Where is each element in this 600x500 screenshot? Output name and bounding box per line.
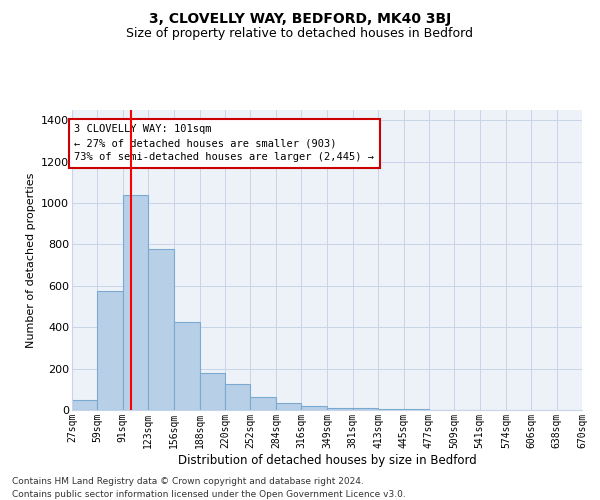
Text: 3, CLOVELLY WAY, BEDFORD, MK40 3BJ: 3, CLOVELLY WAY, BEDFORD, MK40 3BJ bbox=[149, 12, 451, 26]
Bar bbox=[175, 322, 200, 410]
Bar bbox=[225, 384, 250, 410]
Y-axis label: Number of detached properties: Number of detached properties bbox=[26, 172, 35, 348]
Bar bbox=[148, 248, 173, 410]
Bar bbox=[276, 403, 301, 410]
Bar bbox=[353, 408, 378, 410]
Text: Contains public sector information licensed under the Open Government Licence v3: Contains public sector information licen… bbox=[12, 490, 406, 499]
Bar bbox=[328, 408, 353, 410]
Bar bbox=[97, 291, 123, 410]
Bar bbox=[250, 396, 276, 410]
Bar bbox=[72, 400, 97, 410]
Bar bbox=[123, 195, 148, 410]
X-axis label: Distribution of detached houses by size in Bedford: Distribution of detached houses by size … bbox=[178, 454, 476, 466]
Bar bbox=[378, 409, 404, 410]
Text: Size of property relative to detached houses in Bedford: Size of property relative to detached ho… bbox=[127, 28, 473, 40]
Text: 3 CLOVELLY WAY: 101sqm
← 27% of detached houses are smaller (903)
73% of semi-de: 3 CLOVELLY WAY: 101sqm ← 27% of detached… bbox=[74, 124, 374, 162]
Bar bbox=[301, 406, 326, 410]
Text: Contains HM Land Registry data © Crown copyright and database right 2024.: Contains HM Land Registry data © Crown c… bbox=[12, 478, 364, 486]
Bar bbox=[200, 373, 225, 410]
